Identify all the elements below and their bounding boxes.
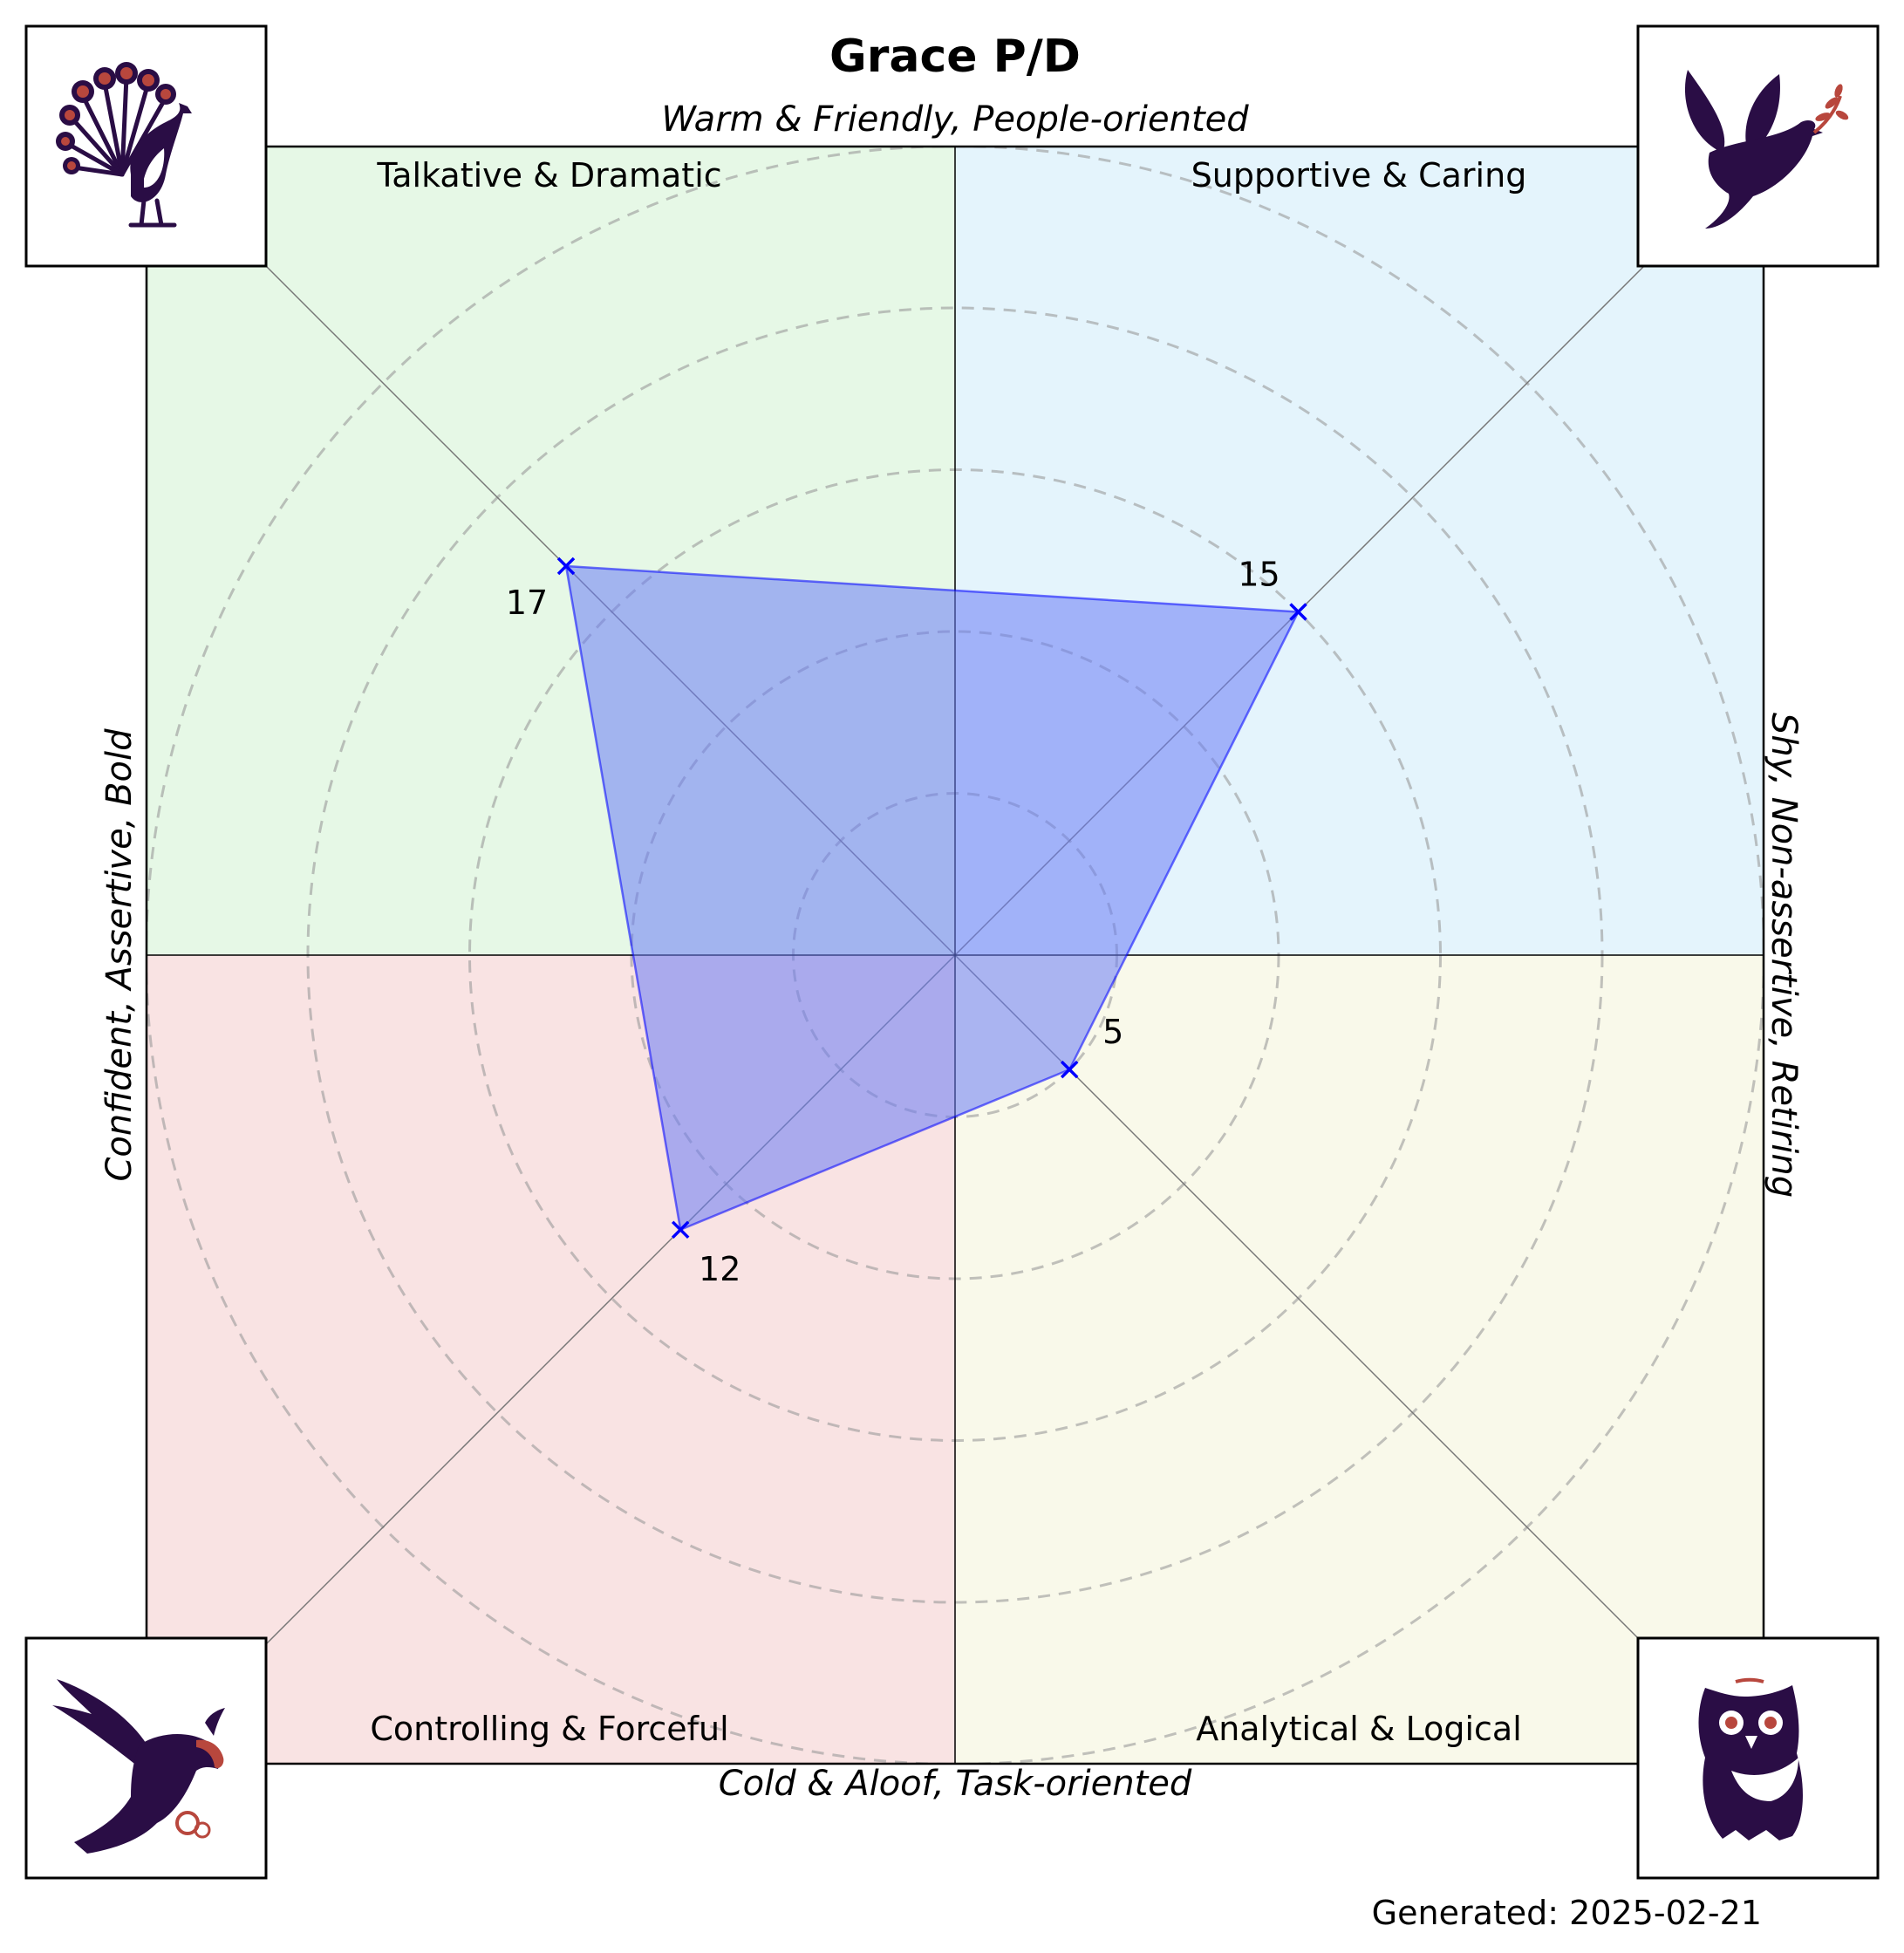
icon-box-top-right — [1636, 24, 1880, 268]
data-point-marker — [671, 1220, 690, 1239]
dove-icon — [1684, 70, 1849, 229]
data-value-label: 17 — [506, 584, 548, 622]
quadrant-label-top-right: Supportive & Caring — [1191, 156, 1527, 195]
axis-label-right: Shy, Non-assertive, Retiring — [1764, 713, 1804, 1198]
data-value-label: 12 — [699, 1250, 740, 1288]
icon-box-bottom-left — [24, 1636, 268, 1880]
axis-label-left: Confident, Assertive, Bold — [99, 728, 140, 1182]
data-point-marker — [1060, 1060, 1079, 1079]
owl-icon — [1698, 1677, 1803, 1840]
chart-title: Grace P/D — [829, 31, 1081, 83]
generated-date: Generated: 2025-02-21 — [1372, 1894, 1762, 1932]
quadrant-label-bottom-right: Analytical & Logical — [1196, 1710, 1522, 1748]
value-label-group: 17 15 5 12 — [506, 556, 1280, 1288]
data-point-marker — [556, 557, 576, 576]
axis-label-bottom: Cold & Aloof, Task-oriented — [719, 1764, 1192, 1804]
quadrant-label-top-left: Talkative & Dramatic — [376, 156, 721, 195]
marker-group — [556, 557, 1307, 1239]
data-value-label: 15 — [1238, 556, 1280, 594]
icon-box-bottom-right — [1636, 1636, 1880, 1880]
axis-label-top: Warm & Friendly, People-oriented — [661, 99, 1249, 140]
data-value-label: 5 — [1102, 1013, 1123, 1051]
eagle-icon — [52, 1679, 225, 1854]
peacock-icon — [56, 62, 192, 228]
data-point-marker — [1289, 603, 1307, 621]
quadrant-label-bottom-left: Controlling & Forceful — [370, 1710, 728, 1748]
chart-frame — [145, 145, 1765, 1765]
icon-box-top-left — [24, 24, 268, 268]
